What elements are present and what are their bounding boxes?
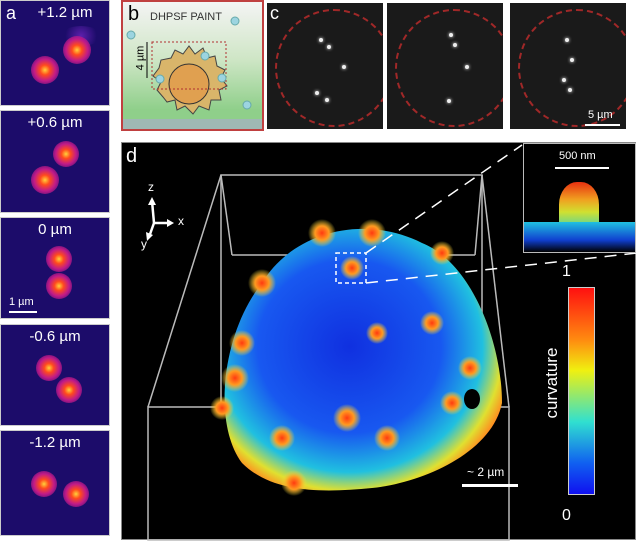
psf-tile: a +1.2 µm xyxy=(0,0,110,106)
panel-d: d z x y ~ 2 µm 500 nm 1 curvature 0 xyxy=(121,142,637,541)
frame-tile: c xyxy=(267,3,383,129)
colorbar-min: 0 xyxy=(562,507,571,524)
scalebar-label: ~ 2 µm xyxy=(467,465,505,479)
reconstruction-3d xyxy=(146,144,637,541)
panel-label: d xyxy=(126,145,138,167)
panel-title: DHPSF PAINT xyxy=(150,11,222,23)
colorbar-max: 1 xyxy=(562,263,571,280)
scalebar-label: 5 µm xyxy=(588,109,613,121)
psf-tile: 0 µm 1 µm xyxy=(0,217,110,319)
zoom-inset: 500 nm xyxy=(523,143,636,253)
zoom-region xyxy=(335,252,367,284)
axis-y-label: y xyxy=(141,237,147,251)
cell-schematic-icon xyxy=(123,16,262,129)
axes-icon xyxy=(147,200,170,238)
panel-label: c xyxy=(270,3,279,23)
z-label: 0 µm xyxy=(38,221,72,238)
frame-tile xyxy=(387,3,503,129)
z-label: -1.2 µm xyxy=(29,434,81,451)
psf-tile: -0.6 µm xyxy=(0,324,110,426)
axis-x-label: x xyxy=(178,214,184,228)
axis-z-label: z xyxy=(148,180,154,194)
scalebar-label: 1 µm xyxy=(9,296,34,308)
cell-surface xyxy=(224,228,502,491)
scalebar-label: 4 µm xyxy=(134,45,147,71)
z-label: +1.2 µm xyxy=(37,4,93,21)
panel-label: a xyxy=(6,3,17,23)
z-label: -0.6 µm xyxy=(29,328,81,345)
frame-tile: 5 µm xyxy=(510,3,626,129)
colorbar-label: curvature xyxy=(542,347,561,419)
inset-scalebar-label: 500 nm xyxy=(559,150,596,162)
colorbar xyxy=(568,287,595,495)
panel-label: b xyxy=(128,3,140,25)
panel-b-schematic: b DHPSF PAINT 4 µm xyxy=(121,0,264,131)
psf-tile: +0.6 µm xyxy=(0,110,110,213)
panel-c: c 5 µm xyxy=(265,0,640,131)
z-label: +0.6 µm xyxy=(27,114,83,131)
psf-tile: -1.2 µm xyxy=(0,430,110,536)
